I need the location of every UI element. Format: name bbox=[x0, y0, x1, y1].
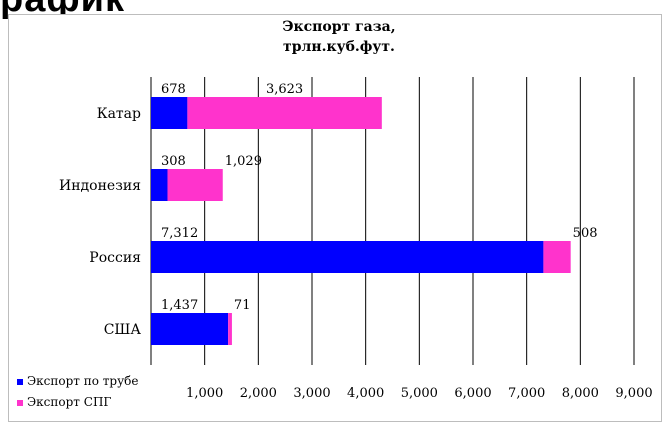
data-label: 678 bbox=[161, 82, 186, 97]
legend-label: Экспорт СПГ bbox=[27, 395, 111, 409]
chart-title-line: трлн.куб.фут. bbox=[283, 39, 395, 55]
bar-segment bbox=[151, 313, 229, 345]
data-label: 71 bbox=[234, 298, 251, 313]
bar-segment bbox=[167, 169, 223, 201]
legend-label: Экспорт по трубе bbox=[27, 374, 139, 388]
category-label: Индонезия bbox=[59, 178, 141, 194]
x-tick-label: 4,000 bbox=[347, 386, 384, 401]
bar-segment bbox=[543, 241, 571, 273]
x-tick-label: 8,000 bbox=[562, 386, 599, 401]
category-label: Россия bbox=[89, 250, 141, 266]
bar-segment bbox=[151, 241, 544, 273]
x-tick-label: 1,000 bbox=[186, 386, 223, 401]
bar-segment bbox=[151, 97, 188, 129]
data-label: 1,029 bbox=[225, 154, 262, 169]
data-label: 508 bbox=[573, 226, 598, 241]
data-label: 1,437 bbox=[161, 298, 198, 313]
x-tick-label: 7,000 bbox=[508, 386, 545, 401]
bar-chart: Экспорт газа, трлн.куб.фут. 678 3,623 Катар 3… bbox=[17, 19, 653, 409]
legend-swatch bbox=[17, 379, 23, 385]
category-label: Катар bbox=[97, 106, 141, 122]
x-tick-label: 3,000 bbox=[293, 386, 330, 401]
data-label: 7,312 bbox=[161, 226, 198, 241]
chart-title-line: Экспорт газа, bbox=[282, 19, 395, 35]
x-tick-label: 2,000 bbox=[240, 386, 277, 401]
bar-segment bbox=[228, 313, 232, 345]
data-label: 308 bbox=[161, 154, 186, 169]
bar-segment bbox=[151, 169, 168, 201]
x-tick-label: 6,000 bbox=[454, 386, 491, 401]
x-tick-label: 9,000 bbox=[615, 386, 652, 401]
category-label: США bbox=[104, 322, 142, 338]
bar-segment bbox=[187, 97, 382, 129]
chart-frame: Экспорт газа, трлн.куб.фут. 678 3,623 Катар 3… bbox=[8, 14, 662, 422]
legend-swatch bbox=[17, 400, 23, 406]
data-label: 3,623 bbox=[266, 82, 303, 97]
x-tick-label: 5,000 bbox=[401, 386, 438, 401]
